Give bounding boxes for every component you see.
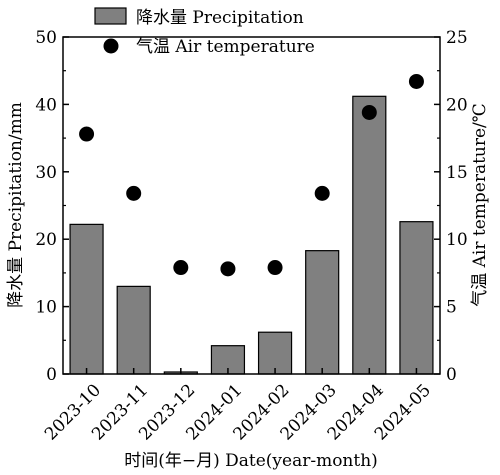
y2-tick-label: 10	[446, 230, 468, 250]
point-2024-03	[314, 185, 330, 201]
y2-tick-label: 15	[446, 163, 468, 183]
point-2024-01	[220, 261, 236, 277]
bar-2024-03	[305, 250, 340, 375]
point-2023-10	[79, 126, 95, 142]
legend-swatch-precipitation	[94, 7, 127, 25]
y-tick-label: 40	[35, 95, 57, 115]
y-tick-label: 10	[35, 298, 57, 318]
legend: 降水量 Precipitation 气温 Air temperature	[94, 7, 315, 57]
point-2024-05	[408, 73, 424, 89]
y2-tick-label: 5	[446, 298, 457, 318]
x-axis-title: 时间(年−月) Date(year-month)	[124, 451, 378, 471]
y-tick-label: 30	[35, 163, 57, 183]
left-y-axis: 0 10 20 30 40 50	[35, 28, 69, 385]
y2-tick-label: 25	[446, 28, 468, 48]
legend-label-precipitation: 降水量 Precipitation	[136, 8, 304, 28]
bars-layer	[69, 95, 434, 375]
legend-swatch-temperature	[103, 38, 119, 54]
point-2023-12	[173, 260, 189, 276]
point-2023-11	[126, 185, 142, 201]
y2-tick-label: 0	[446, 365, 457, 385]
y-axis-title: 降水量 Precipitation/mm	[6, 102, 26, 308]
points-layer	[79, 73, 424, 277]
point-2024-04	[361, 104, 377, 120]
bar-2023-11	[116, 285, 151, 375]
point-2024-02	[267, 260, 283, 276]
bar-2024-05	[399, 221, 434, 375]
bar-2024-01	[210, 345, 246, 375]
legend-label-temperature: 气温 Air temperature	[136, 37, 315, 57]
bar-2024-04	[352, 95, 387, 375]
y-tick-label: 20	[35, 230, 57, 250]
y-tick-label: 0	[46, 365, 57, 385]
y-tick-label: 50	[35, 28, 57, 48]
bar-2024-02	[257, 331, 293, 375]
x-axis: 2023-102023-112023-122024-012024-022024-…	[41, 368, 435, 445]
right-y-axis: 0 5 10 15 20 25	[434, 28, 468, 385]
y2-axis-title: 气温 Air temperature/℃	[470, 103, 490, 307]
bar-2023-10	[69, 223, 104, 375]
y2-tick-label: 20	[446, 95, 468, 115]
